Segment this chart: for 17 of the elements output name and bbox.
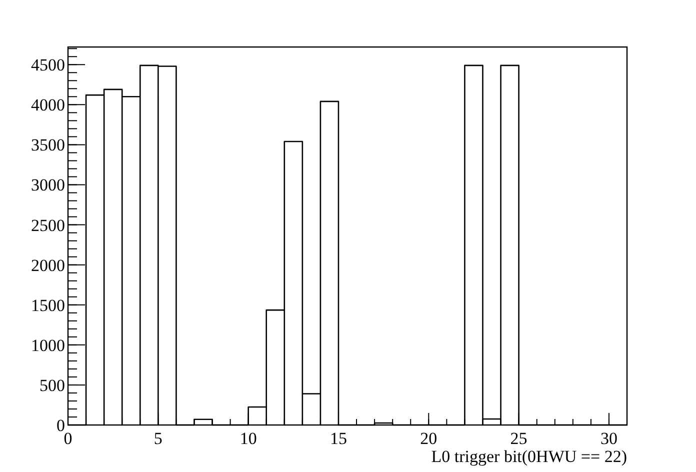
x-tick-label: 15 <box>330 429 347 448</box>
y-tick-label: 1000 <box>31 336 65 355</box>
y-tick-label: 4500 <box>31 56 65 75</box>
y-tick-label: 1500 <box>31 296 65 315</box>
x-tick-label: 5 <box>154 429 162 448</box>
y-tick-label: 3500 <box>31 136 65 155</box>
y-tick-label: 500 <box>40 376 65 395</box>
x-tick-label: 10 <box>240 429 257 448</box>
y-tick-label: 2000 <box>31 256 65 275</box>
x-tick-label: 30 <box>600 429 618 448</box>
y-tick-label: 4000 <box>31 96 65 115</box>
y-tick-label: 2500 <box>31 216 65 235</box>
x-tick-label: 25 <box>510 429 528 448</box>
y-tick-label: 0 <box>56 416 65 435</box>
x-axis-title: L0 trigger bit(0HWU == 22) <box>431 447 627 466</box>
x-tick-label: 20 <box>420 429 438 448</box>
y-tick-label: 3000 <box>31 176 65 195</box>
